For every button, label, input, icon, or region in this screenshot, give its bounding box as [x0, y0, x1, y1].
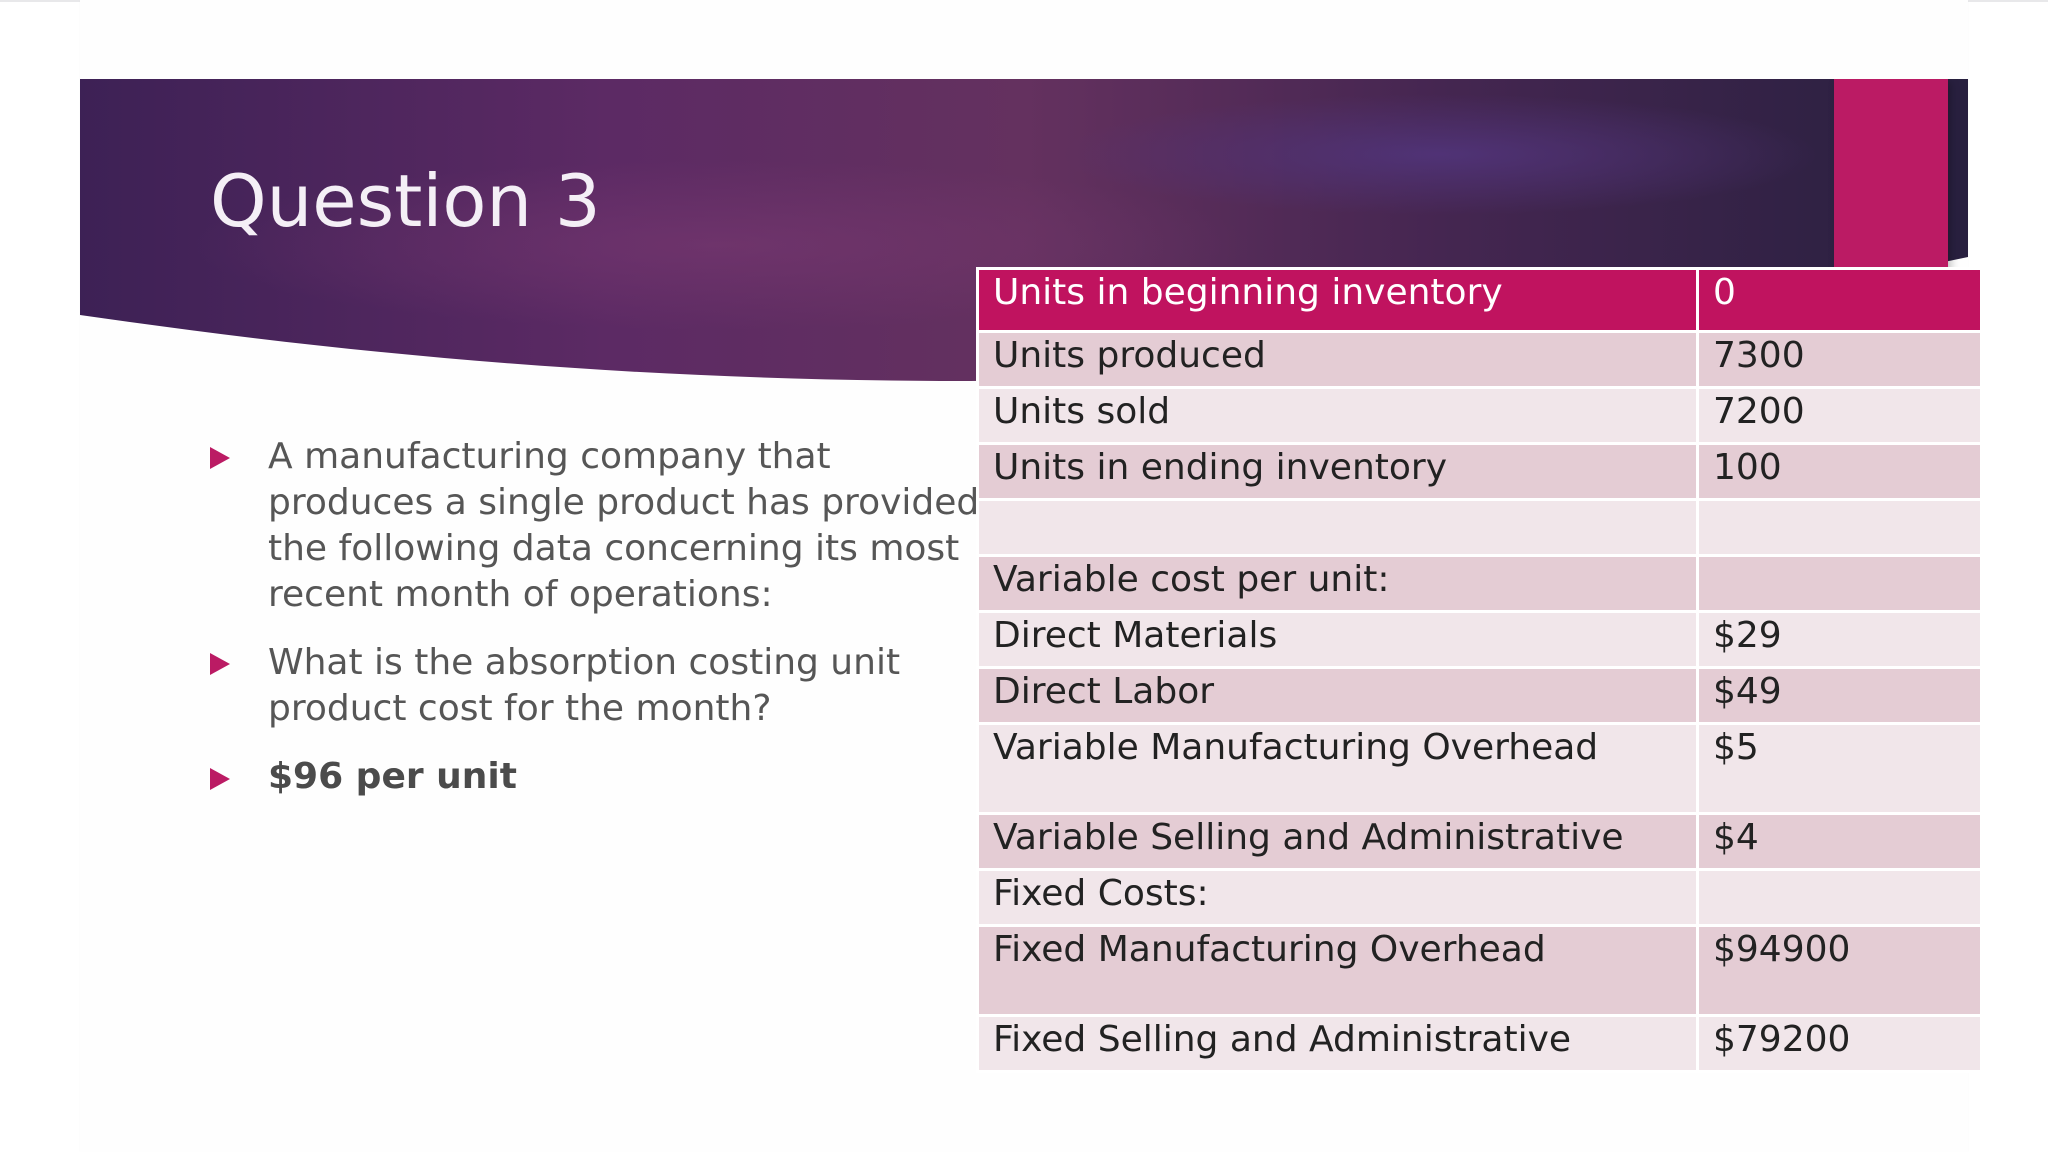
- bullet-list: A manufacturing company that produces a …: [210, 434, 980, 822]
- table-row: [976, 498, 1983, 557]
- table-row: Variable Manufacturing Overhead $5: [976, 722, 1983, 815]
- bullet-item-question: What is the absorption costing unit prod…: [210, 640, 980, 732]
- table-row: Fixed Costs:: [976, 868, 1983, 927]
- bullet-arrow-icon: [210, 447, 230, 469]
- table-cell-label: Units in ending inventory: [976, 442, 1699, 501]
- bullet-arrow-icon: [210, 768, 230, 790]
- table-cell-label: Units sold: [976, 386, 1699, 445]
- table-cell-value: $29: [1696, 610, 1983, 669]
- table-cell-value: 7300: [1696, 330, 1983, 389]
- cost-data-table: Units in beginning inventory 0 Units pro…: [976, 267, 1983, 1073]
- answer-text: $96 per unit: [268, 756, 517, 797]
- table-row: Fixed Manufacturing Overhead $94900: [976, 924, 1983, 1017]
- table-cell-label: Fixed Selling and Administrative: [976, 1014, 1699, 1073]
- table-row: Units produced 7300: [976, 330, 1983, 389]
- table-cell-value: $94900: [1696, 924, 1983, 1017]
- table-cell-label: Fixed Manufacturing Overhead: [976, 924, 1699, 1017]
- bullet-text: What is the absorption costing unit prod…: [268, 642, 901, 729]
- table-cell-value: 7200: [1696, 386, 1983, 445]
- table-row: Units in beginning inventory 0: [976, 267, 1983, 333]
- table-cell-label: Direct Labor: [976, 666, 1699, 725]
- table-cell-label: [976, 498, 1699, 557]
- table-row: Direct Labor $49: [976, 666, 1983, 725]
- table-row: Units sold 7200: [976, 386, 1983, 445]
- table-cell-value: $4: [1696, 812, 1983, 871]
- table-row: Units in ending inventory 100: [976, 442, 1983, 501]
- table-cell-label: Variable cost per unit:: [976, 554, 1699, 613]
- bullet-text: A manufacturing company that produces a …: [268, 436, 980, 615]
- table-cell-value: 100: [1696, 442, 1983, 501]
- table-row: Variable Selling and Administrative $4: [976, 812, 1983, 871]
- table-cell-value: 0: [1696, 267, 1983, 333]
- table-cell-value: $49: [1696, 666, 1983, 725]
- bullet-item-answer: $96 per unit: [210, 754, 980, 800]
- table-row: Variable cost per unit:: [976, 554, 1983, 613]
- accent-ribbon: [1834, 79, 1948, 271]
- table-cell-label: Units produced: [976, 330, 1699, 389]
- table-cell-label: Units in beginning inventory: [976, 267, 1699, 333]
- bullet-arrow-icon: [210, 653, 230, 675]
- table-row: Direct Materials $29: [976, 610, 1983, 669]
- table-cell-value: [1696, 498, 1983, 557]
- table-row: Fixed Selling and Administrative $79200: [976, 1014, 1983, 1073]
- table-cell-label: Variable Selling and Administrative: [976, 812, 1699, 871]
- table-cell-label: Variable Manufacturing Overhead: [976, 722, 1699, 815]
- table-cell-label: Fixed Costs:: [976, 868, 1699, 927]
- table-cell-value: [1696, 868, 1983, 927]
- table-cell-value: [1696, 554, 1983, 613]
- table-cell-label: Direct Materials: [976, 610, 1699, 669]
- slide-title: Question 3: [210, 159, 601, 243]
- table-cell-value: $79200: [1696, 1014, 1983, 1073]
- table-cell-value: $5: [1696, 722, 1983, 815]
- bullet-item-context: A manufacturing company that produces a …: [210, 434, 980, 618]
